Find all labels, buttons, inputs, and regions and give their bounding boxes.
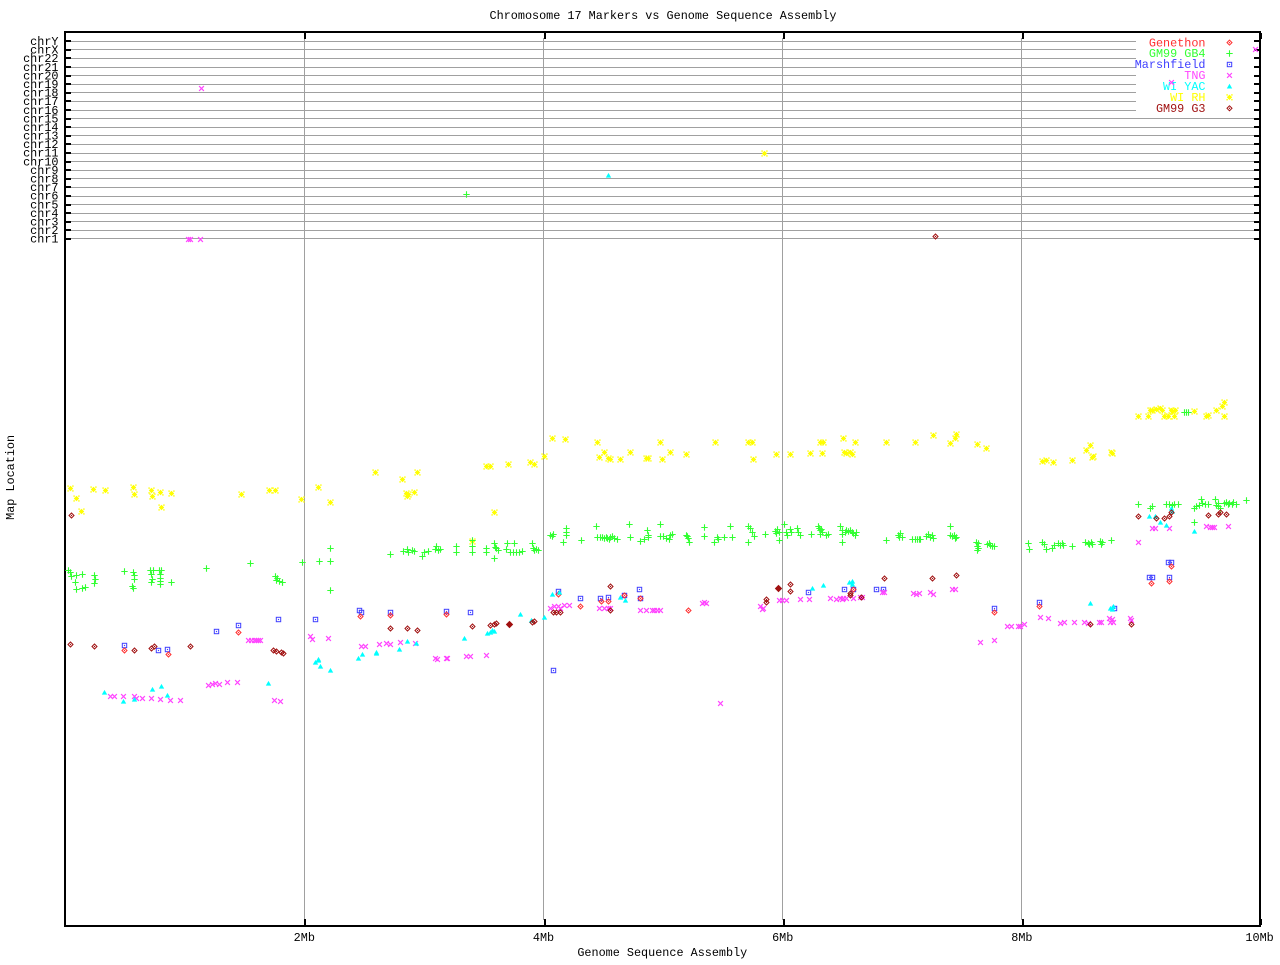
- svg-text:6Mb: 6Mb: [772, 931, 793, 945]
- svg-text:chr22: chr22: [23, 52, 58, 66]
- svg-text:Marshfield: Marshfield: [1135, 58, 1206, 72]
- svg-text:Genethon: Genethon: [1149, 36, 1206, 50]
- svg-text:GM99 GB4: GM99 GB4: [1149, 47, 1206, 61]
- svg-text:4Mb: 4Mb: [533, 931, 554, 945]
- svg-text:WI YAC: WI YAC: [1163, 80, 1205, 94]
- svg-text:chr13: chr13: [23, 130, 58, 144]
- svg-text:chr5: chr5: [30, 198, 58, 212]
- svg-text:Map Location: Map Location: [4, 435, 18, 520]
- svg-text:chr9: chr9: [30, 164, 58, 178]
- svg-text:chr17: chr17: [23, 95, 58, 109]
- svg-text:chrX: chrX: [30, 44, 58, 58]
- svg-text:chr7: chr7: [30, 181, 58, 195]
- svg-text:chr21: chr21: [23, 61, 58, 75]
- svg-text:chr15: chr15: [23, 112, 58, 126]
- svg-text:Genome Sequence Assembly: Genome Sequence Assembly: [577, 946, 747, 960]
- svg-text:chr4: chr4: [30, 207, 58, 221]
- svg-text:10Mb: 10Mb: [1245, 931, 1273, 945]
- svg-text:chr16: chr16: [23, 104, 58, 118]
- svg-text:chrY: chrY: [30, 35, 58, 49]
- svg-text:TNG: TNG: [1184, 69, 1205, 83]
- svg-text:2Mb: 2Mb: [294, 931, 315, 945]
- svg-text:chr2: chr2: [30, 224, 58, 238]
- svg-text:chr11: chr11: [23, 147, 58, 161]
- svg-text:chr8: chr8: [30, 173, 58, 187]
- svg-text:GM99 G3: GM99 G3: [1156, 102, 1206, 116]
- svg-text:WI RH: WI RH: [1170, 91, 1205, 105]
- svg-text:chr3: chr3: [30, 216, 58, 230]
- svg-text:chr6: chr6: [30, 190, 58, 204]
- svg-text:chr20: chr20: [23, 69, 58, 83]
- svg-text:chr1: chr1: [30, 233, 58, 247]
- svg-text:chr14: chr14: [23, 121, 58, 135]
- svg-text:chr19: chr19: [23, 78, 58, 92]
- svg-text:Chromosome 17 Markers vs Genom: Chromosome 17 Markers vs Genome Sequence…: [490, 9, 837, 23]
- svg-text:chr10: chr10: [23, 155, 58, 169]
- svg-text:8Mb: 8Mb: [1011, 931, 1032, 945]
- svg-text:chr12: chr12: [23, 138, 58, 152]
- svg-text:chr18: chr18: [23, 87, 58, 101]
